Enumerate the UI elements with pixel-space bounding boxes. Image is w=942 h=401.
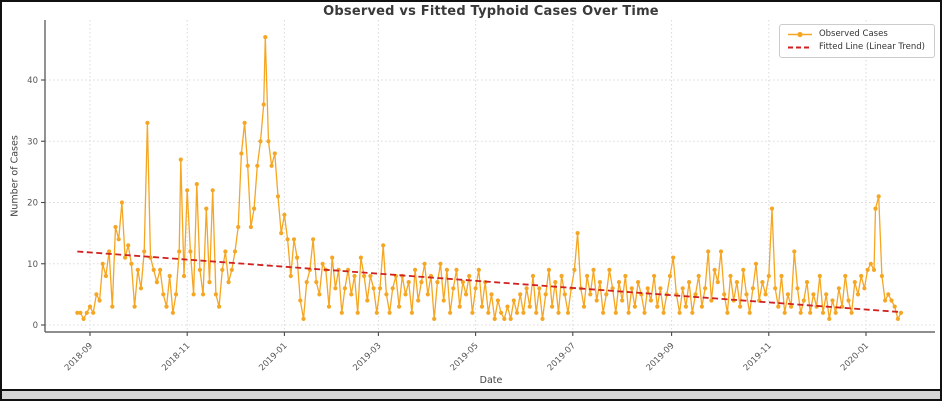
svg-text:10: 10 [27, 260, 38, 270]
svg-text:2019-05: 2019-05 [449, 341, 481, 373]
chart: 0 10 20 30 40 2018-09 2018-11 2019-01 2019-03 201… [2, 2, 940, 389]
chart-title: Observed vs Fitted Typhoid Cases Over Ti… [323, 4, 659, 19]
chart-canvas: 0 10 20 30 40 2018-09 2018-11 2019-01 2019-03 201… [27, 20, 935, 373]
svg-text:2018-11: 2018-11 [160, 341, 192, 373]
x-axis-label: Date [479, 375, 503, 386]
svg-text:0: 0 [33, 321, 38, 331]
fitted-line-swatch-icon [787, 46, 812, 49]
svg-text:2020-01: 2020-01 [839, 341, 871, 373]
svg-text:30: 30 [27, 137, 38, 147]
window-edge [2, 389, 940, 399]
legend-label-observed: Observed Cases [818, 29, 888, 40]
legend: Observed Cases Fitted Line (Linear Trend… [778, 24, 935, 58]
svg-text:2019-09: 2019-09 [645, 341, 677, 373]
svg-text:2019-07: 2019-07 [546, 341, 578, 373]
y-axis-label: Number of Cases [9, 135, 21, 217]
svg-text:40: 40 [27, 76, 38, 86]
legend-item-fitted: Fitted Line (Linear Trend) [787, 43, 925, 52]
svg-text:2019-03: 2019-03 [351, 341, 383, 373]
svg-text:2018-09: 2018-09 [63, 341, 95, 373]
svg-text:2019-01: 2019-01 [257, 341, 289, 373]
legend-item-observed: Observed Cases [787, 30, 925, 39]
observed-line-swatch-icon [787, 31, 812, 38]
svg-text:2019-11: 2019-11 [742, 341, 774, 373]
svg-text:20: 20 [27, 199, 38, 209]
legend-label-fitted: Fitted Line (Linear Trend) [818, 42, 925, 53]
